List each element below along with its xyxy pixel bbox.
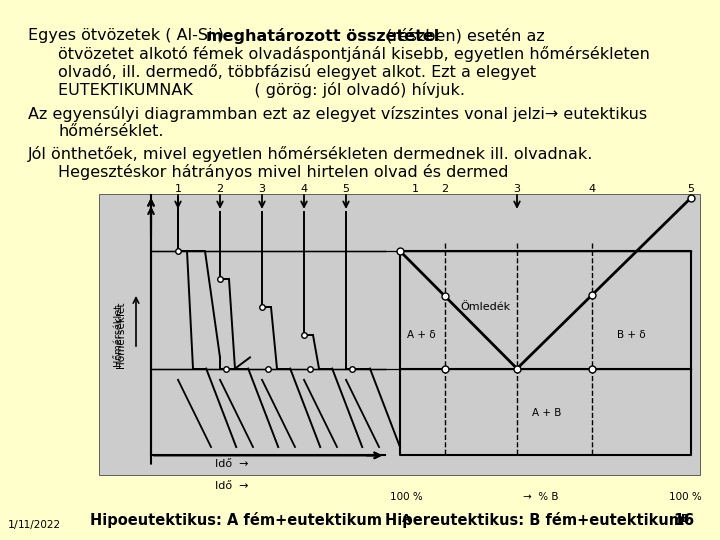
Text: 16: 16 bbox=[674, 513, 695, 528]
Text: B: B bbox=[681, 514, 689, 524]
Text: Az egyensúlyi diagrammban ezt az elegyet vízszintes vonal jelzi→ eutektikus: Az egyensúlyi diagrammban ezt az elegyet… bbox=[28, 106, 647, 122]
Text: EUTEKTIKUMNAK            ( görög: jól olvadó) hívjuk.: EUTEKTIKUMNAK ( görög: jól olvadó) hívju… bbox=[58, 82, 465, 98]
Text: Hipereutektikus: B fém+eutektikum: Hipereutektikus: B fém+eutektikum bbox=[385, 512, 684, 528]
Text: 3: 3 bbox=[513, 184, 521, 194]
Text: Hőmérséklet: Hőmérséklet bbox=[116, 302, 126, 368]
Text: A + B: A + B bbox=[532, 408, 562, 418]
Text: meghatározott összetétel: meghatározott összetétel bbox=[206, 28, 439, 44]
Text: 1/: 1/ bbox=[8, 520, 19, 530]
Text: 100 %: 100 % bbox=[390, 492, 423, 502]
Text: 4: 4 bbox=[300, 184, 307, 194]
Text: 1: 1 bbox=[174, 184, 181, 194]
Bar bbox=[100, 195, 700, 475]
Text: A + δ: A + δ bbox=[407, 330, 436, 340]
Text: Idő  →: Idő → bbox=[215, 460, 248, 469]
Text: 4: 4 bbox=[588, 184, 595, 194]
Text: 1: 1 bbox=[412, 184, 418, 194]
Text: →  % B: → % B bbox=[523, 492, 559, 502]
Text: Egyes ötvözetek ( Al-Si ): Egyes ötvözetek ( Al-Si ) bbox=[28, 28, 229, 43]
Text: 3: 3 bbox=[258, 184, 266, 194]
Text: 11/2022: 11/2022 bbox=[18, 520, 61, 530]
Text: 2: 2 bbox=[441, 184, 449, 194]
Text: A: A bbox=[402, 514, 410, 524]
Text: 2: 2 bbox=[217, 184, 224, 194]
Bar bbox=[100, 195, 700, 475]
Text: (részben) esetén az: (részben) esetén az bbox=[381, 28, 545, 44]
Text: olvadó, ill. dermedő, többfázisú elegyet alkot. Ezt a elegyet: olvadó, ill. dermedő, többfázisú elegyet… bbox=[58, 64, 536, 80]
Text: 5: 5 bbox=[688, 184, 695, 194]
Text: hőmérséklet.: hőmérséklet. bbox=[58, 124, 163, 139]
Text: 100 %: 100 % bbox=[669, 492, 701, 502]
Text: Jól önthetőek, mivel egyetlen hőmérsékleten dermednek ill. olvadnak.: Jól önthetőek, mivel egyetlen hőmérsékle… bbox=[28, 146, 593, 162]
Text: 5: 5 bbox=[343, 184, 349, 194]
Text: B + δ: B + δ bbox=[617, 330, 645, 340]
Text: Hegesztéskor hátrányos mivel hirtelen olvad és dermed: Hegesztéskor hátrányos mivel hirtelen ol… bbox=[58, 164, 508, 180]
Text: Ömledék: Ömledék bbox=[460, 302, 510, 312]
Text: Hipoeutektikus: A fém+eutektikum: Hipoeutektikus: A fém+eutektikum bbox=[90, 512, 382, 528]
Text: Idő  →: Idő → bbox=[215, 481, 248, 491]
Text: ötvözetet alkotó fémek olvadáspontjánál kisebb, egyetlen hőmérsékleten: ötvözetet alkotó fémek olvadáspontjánál … bbox=[58, 46, 650, 62]
Text: Hőmérséklet: Hőmérséklet bbox=[113, 304, 123, 366]
